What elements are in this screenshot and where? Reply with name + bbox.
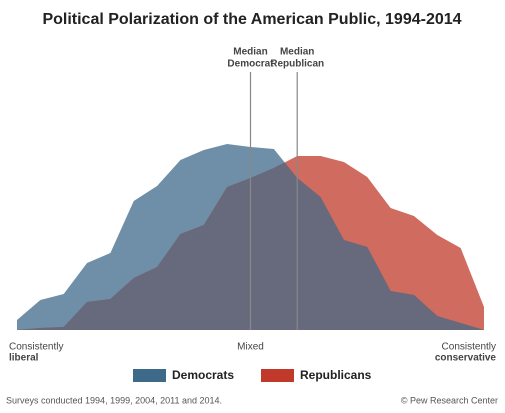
annotation: Democrat (227, 59, 274, 70)
annotation: Median (280, 47, 314, 58)
legend-label: Democrats (172, 368, 234, 382)
x-label: Consistently (442, 342, 496, 353)
legend-label: Republicans (300, 368, 372, 382)
legend-swatch (133, 369, 166, 382)
annotation: Republican (270, 59, 324, 70)
x-label: Consistently (9, 342, 63, 353)
chart-title: Political Polarization of the American P… (42, 11, 461, 28)
annotation: Median (233, 47, 267, 58)
x-label: Mixed (237, 342, 264, 353)
x-label: conservative (435, 353, 497, 364)
note: Surveys conducted 1994, 1999, 2004, 2011… (6, 395, 222, 405)
x-label: liberal (9, 353, 39, 364)
legend-swatch (261, 369, 294, 382)
source: © Pew Research Center (401, 395, 498, 405)
